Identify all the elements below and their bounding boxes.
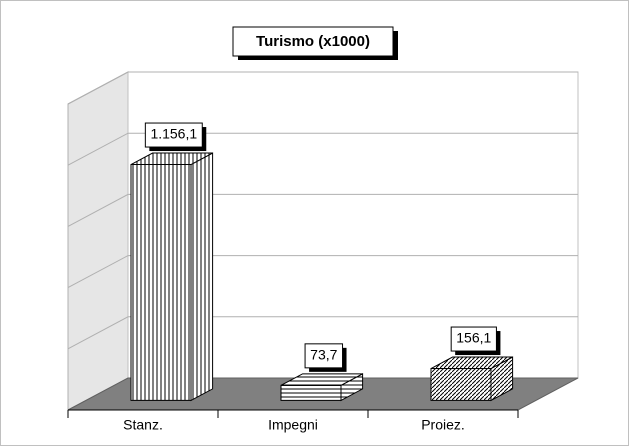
bar	[130, 152, 214, 402]
bar	[430, 356, 514, 402]
grid-line	[67, 71, 578, 105]
side-wall	[67, 71, 129, 411]
data-label: 1.156,1	[150, 126, 197, 142]
grid-line	[67, 255, 578, 289]
grid-line	[67, 132, 578, 166]
bar-top	[430, 356, 513, 370]
bar-top	[130, 152, 213, 166]
x-tick-label: Stanz.	[123, 417, 163, 433]
chart-title: Turismo (x1000)	[256, 33, 370, 50]
bar	[280, 373, 364, 402]
grid-line	[67, 316, 578, 350]
data-label-box	[450, 326, 497, 352]
grid-line	[67, 193, 578, 227]
data-label: 73,7	[310, 347, 337, 363]
title-box	[232, 26, 394, 57]
data-label-box	[304, 343, 344, 369]
bar-front	[130, 164, 192, 401]
bar-top	[280, 373, 363, 386]
x-tick-label: Proiez.	[421, 417, 465, 433]
data-label-box	[144, 122, 203, 148]
bar-side	[190, 152, 214, 402]
bar-front	[430, 368, 492, 401]
x-tick-label: Impegni	[268, 417, 318, 433]
data-label: 156,1	[456, 330, 491, 346]
bar-front	[280, 384, 342, 401]
